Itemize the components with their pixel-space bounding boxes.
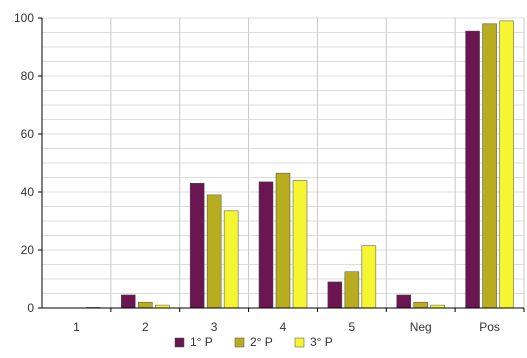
bar-3-series-1: [189, 183, 205, 309]
bar-5-series-2: [344, 271, 360, 309]
x-tick-label: Pos: [479, 320, 500, 334]
bar-neg-series-2: [413, 301, 428, 309]
legend: 1° P 2° P 3° P: [174, 335, 333, 349]
bar-pos-series-1: [465, 30, 480, 309]
axes: [38, 17, 525, 312]
y-tick-label: 80: [21, 69, 35, 83]
bar-4-series-3: [292, 180, 308, 309]
bar-4-series-2: [275, 172, 291, 309]
y-tick-labels: 0 20 40 60 80 100: [14, 11, 34, 315]
x-tick-labels: 1 2 3 4 5 Neg Pos: [73, 320, 500, 334]
grid: [41, 17, 525, 309]
bars: [86, 20, 514, 309]
legend-label: 1° P: [190, 335, 213, 349]
x-tick-label: 4: [280, 320, 287, 334]
bar-pos-series-3: [499, 20, 514, 309]
y-tick-label: 20: [21, 243, 35, 257]
y-tick-label: 40: [21, 185, 35, 199]
bar-3-series-2: [206, 194, 222, 309]
y-tick-label: 0: [27, 301, 34, 315]
bar-4-series-1: [258, 181, 274, 309]
legend-swatch: [294, 337, 305, 348]
bar-5-series-3: [361, 245, 377, 309]
x-tick-label: 1: [73, 320, 80, 334]
y-tick-label: 100: [14, 11, 34, 25]
bar-2-series-1: [121, 294, 136, 309]
legend-label: 2° P: [250, 335, 273, 349]
y-tick-label: 60: [21, 127, 35, 141]
bar-pos-series-2: [482, 23, 497, 309]
legend-label: 3° P: [310, 335, 333, 349]
legend-swatch: [174, 337, 185, 348]
bar-neg-series-1: [396, 294, 411, 309]
x-tick-label: 2: [142, 320, 149, 334]
bar-5-series-1: [327, 281, 343, 309]
bar-2-series-2: [138, 301, 153, 309]
legend-swatch: [234, 337, 245, 348]
x-tick-label: Neg: [410, 320, 432, 334]
x-tick-label: 3: [211, 320, 218, 334]
bar-3-series-3: [223, 210, 239, 309]
x-tick-label: 5: [349, 320, 356, 334]
